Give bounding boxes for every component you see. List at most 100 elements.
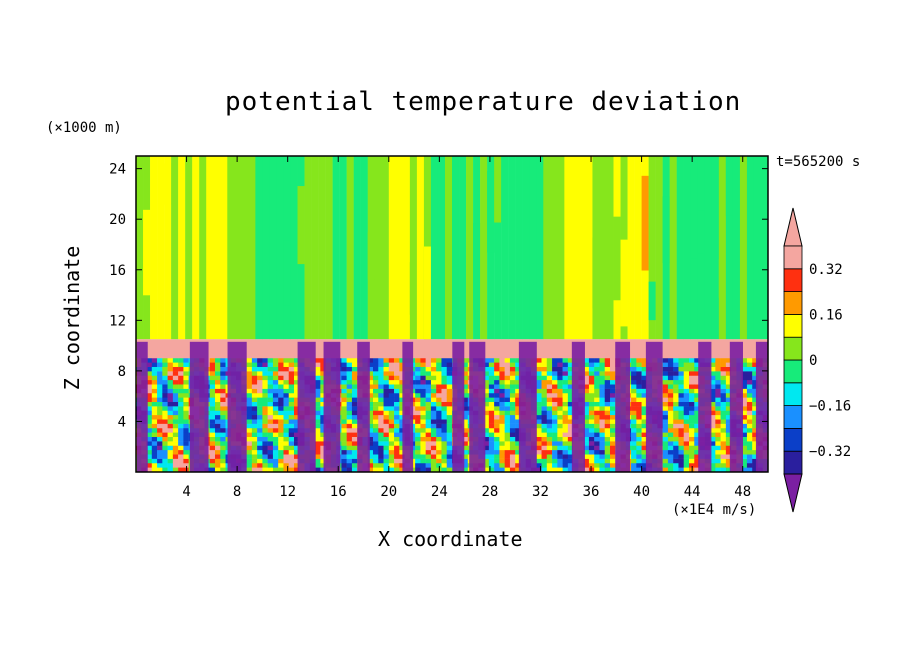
lower-cell xyxy=(541,357,548,363)
lower-cell xyxy=(315,388,321,394)
lower-cell xyxy=(167,397,174,402)
cold-plume xyxy=(323,341,341,472)
lower-cell xyxy=(288,458,295,464)
lower-cell xyxy=(725,436,732,442)
lower-cell xyxy=(604,401,611,407)
lower-cell xyxy=(399,423,405,429)
lower-cell xyxy=(446,427,453,433)
lower-cell xyxy=(594,384,600,389)
lower-cell xyxy=(373,371,379,376)
lower-cell xyxy=(446,392,453,398)
lower-cell xyxy=(567,449,574,455)
lower-cell xyxy=(262,366,268,372)
lower-cell xyxy=(604,423,611,429)
lower-cell xyxy=(509,441,516,446)
lower-cell xyxy=(504,449,511,455)
lower-cell xyxy=(341,401,347,407)
lower-cell xyxy=(172,397,179,402)
lower-cell xyxy=(162,375,168,381)
lower-cell xyxy=(683,458,690,464)
lower-cell xyxy=(636,410,642,416)
lower-cell xyxy=(509,458,516,464)
lower-cell xyxy=(720,414,727,420)
lower-cell xyxy=(636,392,642,398)
lower-cell xyxy=(215,379,221,385)
lower-cell xyxy=(373,445,379,451)
lower-cell xyxy=(662,397,669,402)
lower-cell xyxy=(220,366,226,372)
lower-cell xyxy=(557,445,563,451)
lower-cell xyxy=(151,375,158,381)
lower-cell xyxy=(689,414,695,420)
lower-cell xyxy=(631,441,637,446)
lower-cell xyxy=(399,406,405,411)
lower-cell xyxy=(388,392,395,398)
lower-cell xyxy=(294,419,300,424)
lower-cell xyxy=(710,371,716,376)
lower-cell xyxy=(246,371,253,376)
lower-cell xyxy=(272,384,279,389)
lower-cell xyxy=(446,441,453,446)
lower-cell xyxy=(272,441,279,446)
lower-cell xyxy=(383,419,390,424)
upper-streak xyxy=(388,156,397,340)
lower-cell xyxy=(251,458,258,464)
lower-cell xyxy=(420,419,426,424)
lower-cell xyxy=(610,384,616,389)
lower-cell xyxy=(562,388,569,394)
lower-cell xyxy=(720,467,727,472)
lower-cell xyxy=(430,419,437,424)
lower-cell xyxy=(288,419,295,424)
lower-cell xyxy=(294,458,300,464)
lower-cell xyxy=(567,467,574,472)
lower-cell xyxy=(378,371,384,376)
lower-cell xyxy=(636,458,642,464)
lower-cell xyxy=(262,401,268,407)
lower-cell xyxy=(183,449,189,455)
lower-cell xyxy=(567,410,574,416)
lower-cell xyxy=(430,458,437,464)
y-tick-label: 12 xyxy=(109,313,126,329)
lower-cell xyxy=(504,427,511,433)
lower-cell xyxy=(583,371,590,376)
lower-cell xyxy=(494,410,500,416)
lower-cell xyxy=(267,445,274,451)
lower-cell xyxy=(673,371,679,376)
y-tick-label: 24 xyxy=(109,162,126,178)
lower-cell xyxy=(494,449,500,455)
lower-cell xyxy=(162,432,168,437)
lower-cell xyxy=(167,467,174,472)
lower-cell xyxy=(157,414,163,420)
lower-cell xyxy=(251,401,258,407)
lower-cell xyxy=(725,375,732,381)
lower-cell xyxy=(746,384,753,389)
lower-cell xyxy=(367,432,374,437)
lower-cell xyxy=(494,384,500,389)
lower-cell xyxy=(399,397,405,402)
lower-cell xyxy=(599,357,605,363)
lower-cell xyxy=(636,467,642,472)
lower-cell xyxy=(720,445,727,451)
lower-cell xyxy=(741,410,748,416)
lower-cell xyxy=(499,427,505,433)
lower-cell xyxy=(678,401,684,407)
lower-cell xyxy=(420,388,426,394)
lower-cell xyxy=(373,423,379,429)
lower-cell xyxy=(636,375,642,381)
lower-cell xyxy=(683,423,690,429)
lower-cell xyxy=(710,445,716,451)
lower-cell xyxy=(599,410,605,416)
lower-cell xyxy=(320,357,326,363)
lower-cell xyxy=(172,406,179,411)
lower-cell xyxy=(683,357,690,363)
lower-cell xyxy=(588,392,595,398)
lower-cell xyxy=(557,357,563,363)
lower-cell xyxy=(283,458,289,464)
lower-cell xyxy=(157,366,163,372)
lower-cell xyxy=(694,427,700,433)
lower-cell xyxy=(552,406,558,411)
lower-cell xyxy=(631,388,637,394)
lower-cell xyxy=(567,388,574,394)
lower-cell xyxy=(262,357,268,363)
lower-cell xyxy=(267,441,274,446)
